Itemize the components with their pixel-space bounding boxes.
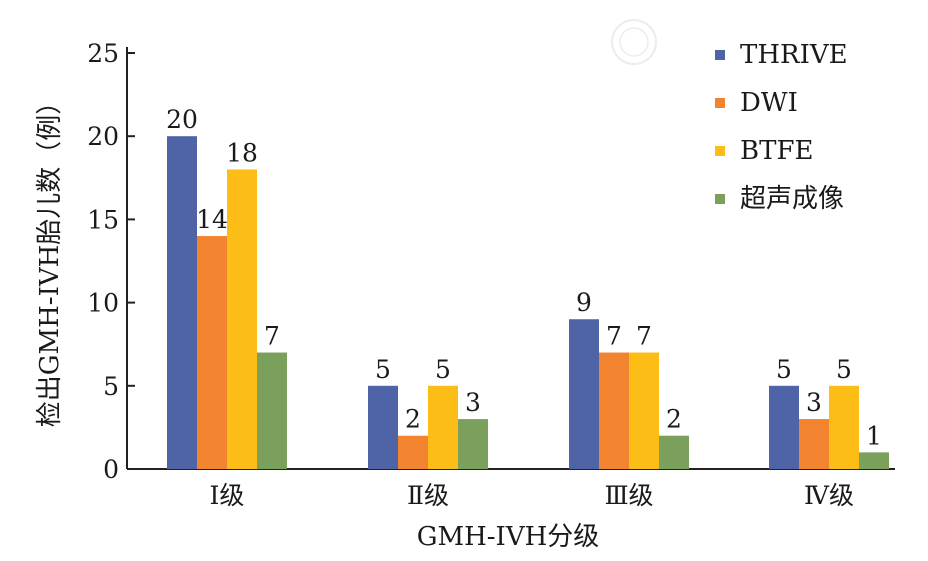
y-tick-label: 20 xyxy=(87,122,119,151)
bars xyxy=(167,136,889,470)
y-tick-label: 15 xyxy=(87,205,119,234)
bar-value-label: 5 xyxy=(435,355,451,384)
legend-label: 超声成像 xyxy=(740,184,844,214)
y-tick-label: 0 xyxy=(103,455,119,484)
y-axis-title: 检出GMH-IVH胎儿数（例） xyxy=(35,89,65,428)
bar-value-label: 9 xyxy=(576,288,592,317)
x-category-label: Ⅱ级 xyxy=(407,481,449,510)
bar xyxy=(829,385,859,469)
y-tick-label: 10 xyxy=(87,289,119,318)
bar xyxy=(257,352,287,469)
legend-swatch xyxy=(715,194,725,204)
bar xyxy=(227,169,257,470)
bar-value-label: 14 xyxy=(196,205,228,234)
bar xyxy=(629,352,659,469)
bar xyxy=(859,452,889,469)
bar xyxy=(197,236,227,469)
bar-value-label: 5 xyxy=(375,355,391,384)
bar-value-label: 5 xyxy=(836,355,852,384)
bar-value-label: 1 xyxy=(866,421,882,450)
legend-swatch xyxy=(715,146,725,156)
x-category-label: Ⅳ级 xyxy=(804,481,854,510)
watermark-seal-icon xyxy=(611,19,657,65)
bar xyxy=(167,136,197,469)
bar-value-label: 18 xyxy=(226,138,258,167)
y-tick-label: 25 xyxy=(87,39,119,68)
x-category-label: Ⅰ级 xyxy=(210,481,245,510)
legend-label: THRIVE xyxy=(740,40,848,70)
bar xyxy=(659,435,689,469)
x-category-label: Ⅲ级 xyxy=(604,481,653,510)
bar-value-label: 3 xyxy=(806,388,822,417)
bar-value-label: 3 xyxy=(465,388,481,417)
legend-label: DWI xyxy=(740,88,798,118)
bar xyxy=(769,385,799,469)
bar-value-label: 2 xyxy=(405,405,421,434)
bar xyxy=(458,419,488,469)
bar-value-label: 7 xyxy=(636,322,652,351)
bar xyxy=(569,319,599,469)
bar xyxy=(428,385,458,469)
bar-value-label: 5 xyxy=(776,355,792,384)
y-tick-label: 5 xyxy=(103,372,119,401)
bar xyxy=(799,419,829,469)
bar xyxy=(398,435,428,469)
bar-value-label: 7 xyxy=(264,322,280,351)
x-axis-title: GMH-IVH分级 xyxy=(417,522,600,552)
bar-value-label: 7 xyxy=(606,322,622,351)
bar xyxy=(368,385,398,469)
legend-swatch xyxy=(715,98,725,108)
bar-value-label: 20 xyxy=(166,105,198,134)
legend: THRIVE DWI BTFE 超声成像 xyxy=(715,40,848,214)
bar xyxy=(599,352,629,469)
legend-swatch xyxy=(715,50,725,60)
legend-label: BTFE xyxy=(740,136,813,166)
bar-value-label: 2 xyxy=(666,405,682,434)
